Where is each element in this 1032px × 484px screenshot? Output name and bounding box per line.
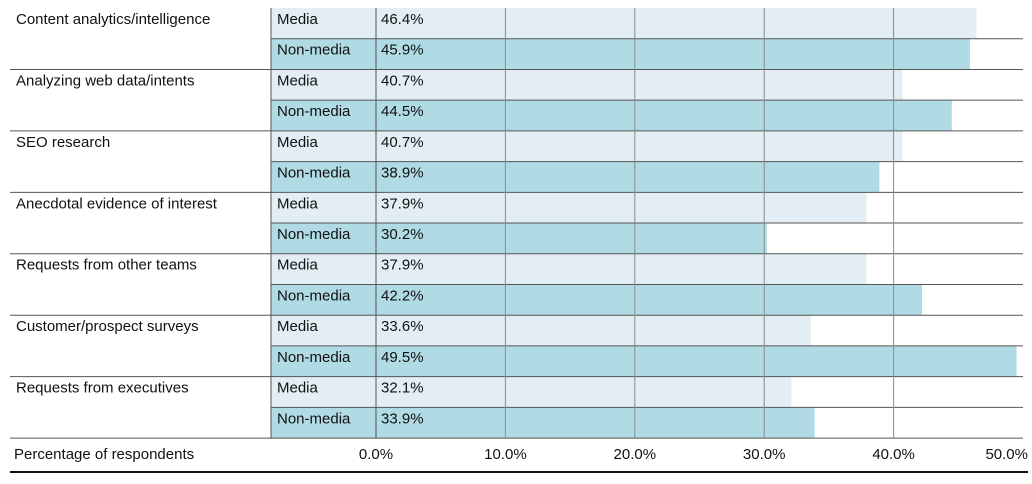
group-label: Non-media bbox=[277, 226, 351, 243]
group-label: Non-media bbox=[277, 287, 351, 304]
x-tick-label: 0.0% bbox=[359, 446, 393, 463]
category-label: Customer/prospect surveys bbox=[16, 318, 199, 335]
group-label: Media bbox=[277, 134, 319, 151]
bar bbox=[376, 38, 970, 70]
bar bbox=[376, 345, 1017, 377]
bar bbox=[376, 253, 867, 285]
group-cell bbox=[271, 100, 376, 131]
value-label: 49.5% bbox=[381, 349, 424, 366]
value-label: 40.7% bbox=[381, 134, 424, 151]
group-label: Media bbox=[277, 318, 319, 335]
value-label: 44.5% bbox=[381, 103, 424, 120]
bar bbox=[376, 315, 811, 346]
group-cell bbox=[271, 223, 376, 254]
group-cell bbox=[271, 161, 376, 193]
group-label: Media bbox=[277, 257, 319, 274]
group-label: Media bbox=[277, 195, 319, 212]
value-label: 37.9% bbox=[381, 195, 424, 212]
group-label: Non-media bbox=[277, 410, 351, 427]
group-cell bbox=[271, 130, 376, 162]
group-label: Media bbox=[277, 72, 319, 89]
category-label: Requests from other teams bbox=[16, 257, 197, 274]
bar bbox=[376, 192, 867, 224]
x-axis-title: Percentage of respondents bbox=[14, 446, 194, 463]
group-label: Media bbox=[277, 380, 319, 397]
bar bbox=[376, 407, 815, 439]
value-label: 40.7% bbox=[381, 72, 424, 89]
group-cell bbox=[271, 376, 376, 408]
category-label: Requests from executives bbox=[16, 380, 189, 397]
group-cell bbox=[271, 8, 376, 39]
value-label: 38.9% bbox=[381, 165, 424, 182]
bar bbox=[376, 100, 952, 131]
value-label: 42.2% bbox=[381, 287, 424, 304]
group-cell bbox=[271, 192, 376, 224]
x-tick-label: 50.0% bbox=[985, 446, 1028, 463]
group-cell bbox=[271, 315, 376, 346]
bar bbox=[376, 161, 880, 193]
value-label: 32.1% bbox=[381, 380, 424, 397]
category-label: Anecdotal evidence of interest bbox=[16, 195, 218, 212]
bar bbox=[376, 8, 977, 39]
group-label: Media bbox=[277, 11, 319, 28]
category-label: SEO research bbox=[16, 134, 110, 151]
group-cell bbox=[271, 284, 376, 316]
group-cell bbox=[271, 407, 376, 439]
group-label: Non-media bbox=[277, 103, 351, 120]
bar bbox=[376, 130, 903, 162]
category-label: Content analytics/intelligence bbox=[16, 11, 210, 28]
group-label: Non-media bbox=[277, 165, 351, 182]
group-cell bbox=[271, 69, 376, 101]
value-label: 33.9% bbox=[381, 410, 424, 427]
x-tick-label: 20.0% bbox=[614, 446, 657, 463]
x-tick-label: 10.0% bbox=[484, 446, 527, 463]
group-label: Non-media bbox=[277, 42, 351, 59]
bar bbox=[376, 284, 923, 316]
value-label: 30.2% bbox=[381, 226, 424, 243]
x-tick-label: 30.0% bbox=[743, 446, 786, 463]
bar bbox=[376, 376, 792, 408]
value-label: 46.4% bbox=[381, 11, 424, 28]
x-tick-label: 40.0% bbox=[872, 446, 915, 463]
category-label: Analyzing web data/intents bbox=[16, 72, 194, 89]
bar bbox=[376, 69, 903, 101]
group-label: Non-media bbox=[277, 349, 351, 366]
bar bbox=[376, 223, 767, 254]
value-label: 37.9% bbox=[381, 257, 424, 274]
group-cell bbox=[271, 253, 376, 285]
value-label: 45.9% bbox=[381, 42, 424, 59]
group-cell bbox=[271, 345, 376, 377]
group-cell bbox=[271, 38, 376, 70]
value-label: 33.6% bbox=[381, 318, 424, 335]
